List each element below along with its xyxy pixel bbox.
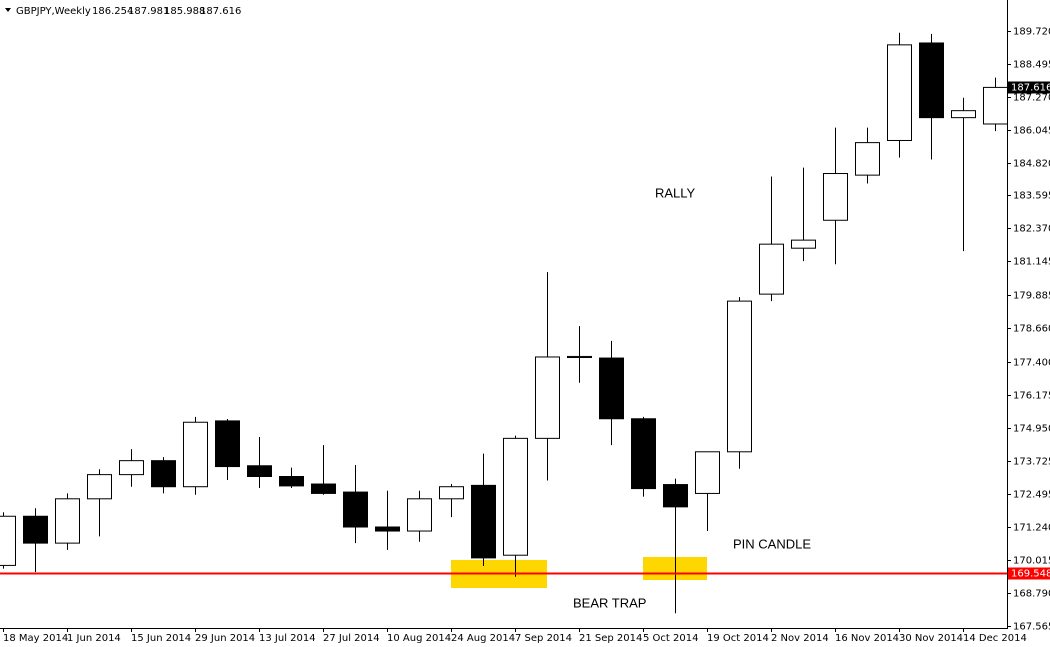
candle-body <box>311 483 336 494</box>
x-tick-label: 1 Jun 2014 <box>67 633 121 644</box>
candle-body <box>279 476 304 487</box>
y-tick-label: 187.270 <box>1013 93 1050 104</box>
candle-body <box>727 300 752 453</box>
y-tick-label: 179.885 <box>1013 291 1050 302</box>
x-tick-label: 19 Oct 2014 <box>707 633 769 644</box>
price-label-box <box>1008 81 1050 94</box>
candle-body <box>919 42 944 119</box>
y-tick-label: 171.240 <box>1013 523 1050 534</box>
candle-body <box>983 86 1007 125</box>
x-tick-label: 2 Nov 2014 <box>771 633 829 644</box>
candle-body <box>151 460 176 488</box>
y-tick-label: 186.045 <box>1013 126 1050 137</box>
candle-body <box>23 515 48 544</box>
candle-body <box>535 356 560 439</box>
candle-body <box>407 498 432 532</box>
candle-body <box>55 498 80 544</box>
x-tick-label: 7 Sep 2014 <box>515 633 572 644</box>
candle-body <box>695 451 720 494</box>
x-tick-label: 10 Aug 2014 <box>387 633 451 644</box>
price-label: 187.616 <box>1011 83 1050 94</box>
y-tick-label: 168.790 <box>1013 589 1050 600</box>
y-tick-label: 167.565 <box>1013 622 1050 633</box>
x-tick-label: 21 Sep 2014 <box>579 633 642 644</box>
y-tick-label: 181.145 <box>1013 257 1050 268</box>
y-tick-label: 182.370 <box>1013 224 1050 235</box>
candle-body <box>87 474 112 500</box>
candle-body <box>599 357 624 420</box>
x-tick-label: 29 Jun 2014 <box>195 633 255 644</box>
x-tick-label: 30 Nov 2014 <box>899 633 963 644</box>
y-tick-label: 184.820 <box>1013 159 1050 170</box>
candles <box>0 32 1007 614</box>
candle-body <box>567 355 592 359</box>
y-tick-label: 188.495 <box>1013 60 1050 71</box>
level-label-box <box>1008 567 1050 580</box>
candle-body <box>791 239 816 249</box>
candle-body <box>887 44 912 141</box>
y-tick-label: 177.400 <box>1013 358 1050 369</box>
annotation: RALLY <box>655 185 696 200</box>
x-tick-label: 18 May 2014 <box>3 633 68 644</box>
x-tick-label: 14 Dec 2014 <box>963 633 1027 644</box>
candle-body <box>951 110 976 119</box>
y-tick-label: 173.725 <box>1013 457 1050 468</box>
candle-body <box>119 460 144 476</box>
x-tick-label: 16 Nov 2014 <box>835 633 899 644</box>
header-value: 186.254 <box>92 6 133 17</box>
candle-body <box>471 484 496 559</box>
candle-body <box>343 491 368 528</box>
candle-body <box>215 420 240 468</box>
x-tick-label: 15 Jun 2014 <box>131 633 191 644</box>
y-tick-label: 189.720 <box>1013 27 1050 38</box>
candle-body <box>247 465 272 478</box>
candle-body <box>183 421 208 488</box>
header-value: 187.981 <box>128 6 169 17</box>
annotation: BEAR TRAP <box>573 595 646 610</box>
x-tick-label: 27 Jul 2014 <box>323 633 380 644</box>
x-tick-label: 5 Oct 2014 <box>643 633 698 644</box>
annotation: PIN CANDLE <box>733 536 811 551</box>
level-label: 169.548 <box>1011 569 1050 580</box>
candle-body <box>439 486 464 500</box>
y-tick-label: 172.495 <box>1013 490 1050 501</box>
candle-body <box>663 484 688 508</box>
y-tick-label: 183.595 <box>1013 191 1050 202</box>
y-tick-label: 176.175 <box>1013 391 1050 402</box>
x-tick-label: 24 Aug 2014 <box>451 633 515 644</box>
candle-body <box>823 173 848 221</box>
candle-body <box>631 418 656 490</box>
candle-body <box>375 526 400 532</box>
y-tick-label: 174.950 <box>1013 424 1050 435</box>
candle-body <box>759 243 784 295</box>
x-tick-label: 13 Jul 2014 <box>259 633 316 644</box>
candle-body <box>503 437 528 556</box>
symbol: GBPJPY,Weekly <box>16 6 91 17</box>
y-tick-label: 178.660 <box>1013 324 1050 335</box>
candle-body <box>855 142 880 176</box>
menu-arrow[interactable] <box>5 8 11 12</box>
header-value: 187.616 <box>200 6 241 17</box>
candle-body <box>0 515 16 566</box>
header-value: 185.988 <box>164 6 205 17</box>
y-tick-label: 170.015 <box>1013 556 1050 567</box>
